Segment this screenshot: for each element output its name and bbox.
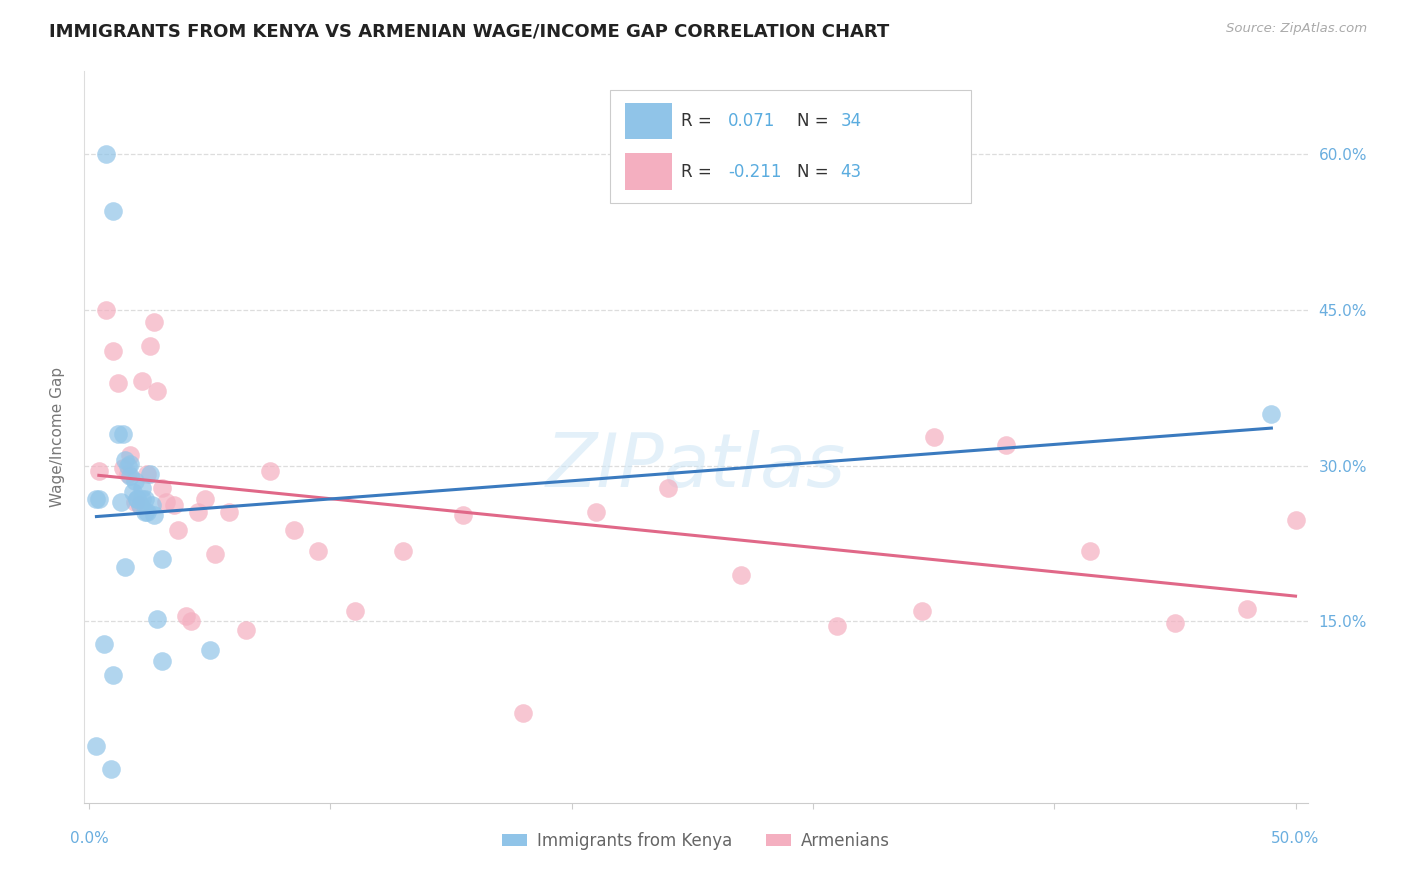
Text: 0.071: 0.071	[728, 112, 775, 130]
Point	[343, 604, 366, 618]
Bar	[626, 153, 672, 190]
Point	[86, 739, 108, 753]
Point	[451, 508, 474, 523]
Point	[94, 303, 117, 318]
Point	[259, 464, 281, 478]
Point	[1284, 512, 1306, 526]
Point	[117, 467, 139, 481]
Text: R =: R =	[682, 112, 717, 130]
Point	[218, 505, 240, 519]
Point	[180, 614, 202, 628]
Legend: Immigrants from Kenya, Armenians: Immigrants from Kenya, Armenians	[495, 825, 897, 856]
Point	[167, 523, 190, 537]
Point	[1164, 616, 1187, 631]
Point	[150, 482, 173, 496]
Point	[512, 706, 534, 720]
Point	[910, 604, 932, 618]
Point	[120, 469, 142, 483]
Text: R =: R =	[682, 162, 717, 180]
Point	[114, 560, 136, 574]
Text: N =: N =	[797, 162, 834, 180]
Point	[392, 543, 415, 558]
Point	[1080, 543, 1102, 558]
Point	[194, 491, 217, 506]
FancyBboxPatch shape	[610, 90, 972, 203]
Text: Source: ZipAtlas.com: Source: ZipAtlas.com	[1226, 22, 1367, 36]
Point	[107, 376, 129, 390]
Point	[117, 458, 139, 473]
Point	[143, 315, 166, 329]
Point	[134, 505, 156, 519]
Point	[103, 204, 125, 219]
Point	[103, 344, 125, 359]
Point	[87, 491, 110, 506]
Point	[825, 619, 848, 633]
Point	[307, 543, 329, 558]
Point	[107, 427, 129, 442]
Point	[131, 491, 153, 506]
Point	[128, 498, 150, 512]
Point	[131, 374, 153, 388]
Point	[120, 457, 142, 471]
Point	[150, 552, 173, 566]
Point	[120, 448, 142, 462]
Point	[111, 460, 134, 475]
Point	[128, 498, 150, 512]
Text: N =: N =	[797, 112, 834, 130]
Point	[283, 523, 305, 537]
Text: IMMIGRANTS FROM KENYA VS ARMENIAN WAGE/INCOME GAP CORRELATION CHART: IMMIGRANTS FROM KENYA VS ARMENIAN WAGE/I…	[49, 22, 890, 40]
Point	[124, 495, 146, 509]
Point	[187, 505, 209, 519]
Point	[103, 668, 125, 682]
Point	[995, 438, 1018, 452]
Point	[114, 453, 136, 467]
Point	[1260, 407, 1282, 421]
Point	[134, 491, 156, 506]
Point	[127, 491, 149, 506]
Point	[136, 467, 159, 481]
Point	[730, 567, 752, 582]
Point	[198, 643, 221, 657]
Text: -0.211: -0.211	[728, 162, 782, 180]
Point	[131, 482, 153, 496]
Point	[110, 495, 132, 509]
Point	[235, 623, 257, 637]
Point	[155, 495, 177, 509]
Point	[585, 505, 607, 519]
Text: 50.0%: 50.0%	[1271, 830, 1320, 846]
Point	[138, 339, 160, 353]
Point	[127, 491, 149, 506]
Point	[922, 429, 945, 443]
Point	[100, 762, 122, 776]
Bar	[626, 103, 672, 139]
Text: 0.0%: 0.0%	[70, 830, 108, 846]
Point	[162, 498, 184, 512]
Point	[121, 484, 143, 499]
Text: 43: 43	[841, 162, 862, 180]
Point	[111, 427, 134, 442]
Point	[87, 464, 110, 478]
Point	[657, 482, 679, 496]
Point	[1236, 601, 1258, 615]
Point	[86, 491, 108, 506]
Point	[145, 612, 167, 626]
Point	[204, 547, 226, 561]
Point	[94, 147, 117, 161]
Text: 34: 34	[841, 112, 862, 130]
Point	[145, 384, 167, 398]
Point	[138, 467, 160, 481]
Point	[136, 505, 159, 519]
Point	[124, 474, 146, 488]
Point	[93, 637, 115, 651]
Point	[174, 609, 197, 624]
Point	[143, 508, 166, 523]
Point	[141, 498, 163, 512]
Y-axis label: Wage/Income Gap: Wage/Income Gap	[51, 367, 65, 508]
Point	[150, 654, 173, 668]
Text: ZIPatlas: ZIPatlas	[546, 430, 846, 502]
